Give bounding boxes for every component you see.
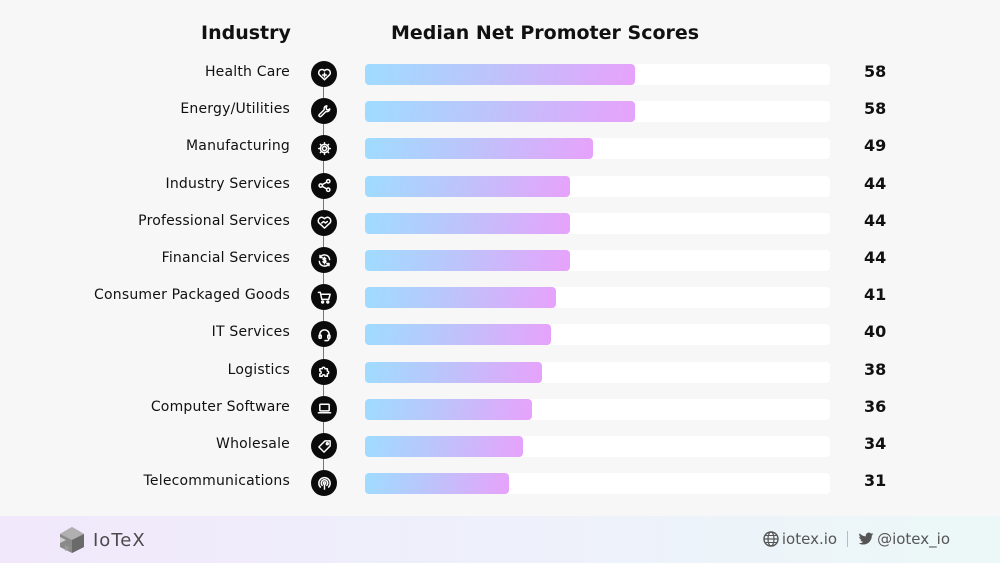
category-label: Consumer Packaged Goods	[94, 287, 290, 304]
category-label: Professional Services	[138, 212, 290, 229]
data-label: 44	[864, 210, 887, 230]
category-label: Health Care	[204, 64, 290, 80]
bar	[365, 398, 533, 420]
data-label: 58	[864, 99, 887, 119]
brand-name: IoTeX	[93, 529, 146, 551]
category-label: Telecommunications	[143, 473, 290, 490]
chart-row: Financial Services 44	[0, 247, 1000, 273]
data-label: 34	[864, 434, 887, 453]
dollar-cycle-icon	[311, 247, 337, 273]
iotex-logo-icon	[60, 527, 84, 553]
brand-logo: IoTeX	[57, 526, 146, 554]
data-label: 36	[864, 396, 887, 416]
bar-track	[365, 175, 830, 197]
bar-track	[365, 361, 830, 383]
price-tag-icon	[311, 433, 337, 459]
chart-row: Computer Software 36	[0, 395, 1000, 422]
twitter-icon	[858, 532, 874, 545]
data-label: 38	[864, 359, 887, 379]
chart-row: Industry Services 44	[0, 172, 1000, 199]
bar-track	[365, 436, 830, 457]
data-label: 41	[864, 285, 887, 305]
category-label: Computer Software	[150, 398, 290, 415]
data-label: 49	[864, 136, 887, 156]
gear-icon	[311, 135, 337, 162]
globe-icon	[763, 531, 779, 547]
bar-track	[365, 398, 830, 420]
data-label: 44	[864, 248, 887, 267]
bar-track	[365, 324, 830, 346]
bar	[365, 64, 635, 85]
bar	[365, 436, 524, 457]
handshake-heart-icon	[311, 209, 337, 236]
share-icon	[311, 172, 337, 199]
bar-track	[365, 287, 830, 309]
category-label: Manufacturing	[186, 138, 290, 155]
chart-row: Health Care 58	[0, 61, 1000, 87]
category-label: Industry Services	[165, 175, 290, 192]
data-label: 31	[864, 471, 887, 491]
bar	[365, 175, 570, 197]
heart-plus-icon	[311, 61, 337, 87]
bar-track	[365, 250, 830, 271]
bar-track	[365, 101, 830, 123]
category-label: IT Services	[211, 324, 290, 341]
data-label: 58	[864, 62, 887, 81]
chart-title: Median Net Promoter Scores	[391, 22, 700, 44]
bar	[365, 361, 542, 383]
bar-track	[365, 212, 830, 234]
social-links: iotex.io @iotex_io	[763, 530, 950, 548]
chart-row: Consumer Packaged Goods 41	[0, 284, 1000, 311]
category-label: Logistics	[227, 361, 290, 378]
bar	[365, 324, 551, 346]
laptop-icon	[311, 395, 337, 422]
chart-row: IT Services 40	[0, 321, 1000, 348]
twitter-handle-link[interactable]: @iotex_io	[877, 530, 950, 548]
chart-row: Logistics 38	[0, 358, 1000, 385]
industry-header: Industry	[201, 22, 291, 44]
bar-track	[365, 473, 830, 495]
chart-row: Telecommunications 31	[0, 470, 1000, 497]
headset-icon	[311, 321, 337, 348]
website-link[interactable]: iotex.io	[781, 530, 838, 548]
divider	[847, 531, 849, 547]
chart-row: Wholesale 34	[0, 433, 1000, 459]
chart-row: Professional Services 44	[0, 209, 1000, 236]
bar	[365, 101, 635, 123]
bar-track	[365, 64, 830, 85]
bar	[365, 212, 570, 234]
wrench-icon	[311, 98, 337, 125]
shopping-cart-icon	[311, 284, 337, 311]
footer: IoTeX iotex.io @iotex_io	[0, 516, 1000, 563]
category-label: Financial Services	[161, 250, 290, 266]
icon-timeline-line	[323, 74, 324, 483]
chart-row: Energy/Utilities 58	[0, 98, 1000, 125]
bar	[365, 287, 556, 309]
data-label: 40	[864, 322, 887, 342]
bar	[365, 473, 510, 495]
bar	[365, 250, 570, 271]
puzzle-icon	[311, 358, 337, 385]
bar-track	[365, 138, 830, 160]
data-label: 44	[864, 173, 887, 193]
chart-row: Manufacturing 49	[0, 135, 1000, 162]
category-label: Wholesale	[216, 436, 290, 452]
broadcast-icon	[311, 470, 337, 497]
category-label: Energy/Utilities	[180, 101, 290, 118]
bar	[365, 138, 593, 160]
